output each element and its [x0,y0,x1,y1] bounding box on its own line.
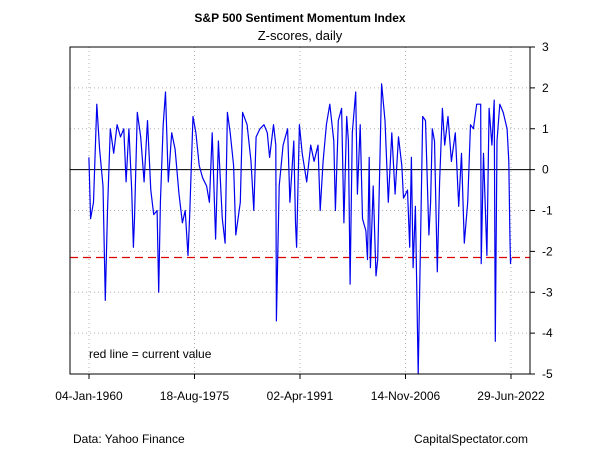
y-tick-label: -4 [542,326,553,340]
chart-title: S&P 500 Sentiment Momentum Index [194,11,405,25]
y-tick-label: 1 [542,122,549,136]
site-credit-label: CapitalSpectator.com [413,432,528,446]
x-tick-label: 02-Apr-1991 [267,389,334,403]
y-axis: 3 2 1 0 -1 -2 -3 -4 -5 [530,40,553,381]
y-tick-label: -5 [542,367,553,381]
y-tick-label: -1 [542,204,553,218]
series-layer [88,83,512,375]
x-axis: 04-Jan-1960 18-Aug-1975 02-Apr-1991 14-Nov-… [55,374,545,403]
y-tick-label: -2 [542,244,553,258]
y-tick-label: 2 [542,81,549,95]
chart-subtitle: Z-scores, daily [258,28,343,43]
grid-lines [70,46,530,375]
x-tick-label: 29-Jun-2022 [477,389,545,403]
x-tick-label: 04-Jan-1960 [55,389,123,403]
x-tick-label: 14-Nov-2006 [371,389,441,403]
current-value-annotation: red line = current value [89,347,212,361]
y-tick-label: 3 [542,40,549,54]
x-tick-label: 18-Aug-1975 [160,389,230,403]
sentiment-series-line [88,83,512,375]
reference-lines [70,169,530,259]
y-tick-label: -3 [542,285,553,299]
y-tick-label: 0 [542,163,549,177]
data-source-label: Data: Yahoo Finance [73,432,185,446]
